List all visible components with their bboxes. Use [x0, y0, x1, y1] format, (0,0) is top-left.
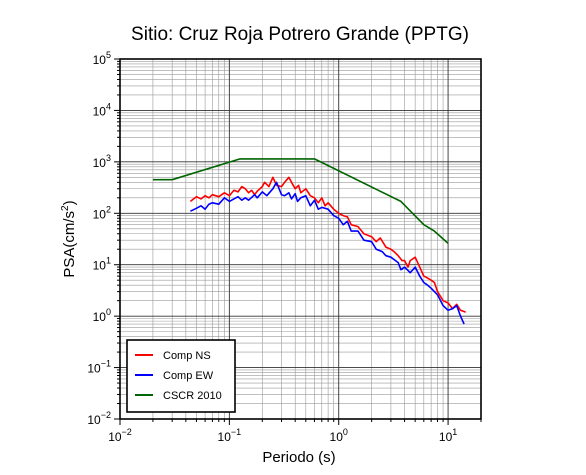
y-axis-label: PSA(cm/s2) [60, 200, 78, 277]
x-tick-label: 10−2 [108, 427, 132, 444]
y-axis-label-base: PSA(cm/s [61, 211, 78, 278]
x-tick-label-base: 10 [330, 430, 344, 444]
legend-label: Comp EW [163, 370, 214, 382]
series-layer [152, 158, 466, 325]
x-tick-label-exponent: −1 [231, 427, 241, 437]
axis-frame [114, 58, 482, 425]
y-tick-label: 104 [93, 101, 111, 118]
x-tick-label-base: 10 [108, 430, 122, 444]
y-tick-label-base: 10 [93, 207, 107, 221]
y-tick-label-exponent: 0 [106, 307, 111, 317]
x-tick-label-exponent: 1 [452, 427, 457, 437]
y-tick-label-base: 10 [93, 104, 107, 118]
legend-label: CSCR 2010 [163, 390, 222, 402]
legend: Comp NS Comp EW CSCR 2010 [126, 339, 236, 413]
x-axis-label: Periodo (s) [262, 449, 335, 466]
y-tick-label: 105 [93, 50, 111, 67]
x-tick-label-exponent: 0 [343, 427, 348, 437]
y-tick-label: 100 [93, 307, 111, 324]
x-tick-labels: 10−2 10−1 100 101 [108, 427, 457, 444]
grid-minor [120, 59, 482, 419]
x-tick-label-exponent: −2 [122, 427, 132, 437]
y-tick-label-exponent: 3 [106, 153, 111, 163]
x-tick-label: 101 [439, 427, 457, 444]
x-tick-label-base: 10 [218, 430, 232, 444]
y-axis-label-superscript: 2 [60, 205, 71, 211]
y-tick-label-exponent: 4 [106, 101, 111, 111]
y-tick-label-base: 10 [93, 156, 107, 170]
x-tick-label: 10−1 [218, 427, 242, 444]
chart-title: Sitio: Cruz Roja Potrero Grande (PPTG) [131, 24, 469, 45]
series-line-comp-ns [189, 176, 466, 313]
y-tick-label-exponent: −1 [101, 359, 111, 369]
y-tick-label-base: 10 [93, 310, 107, 324]
y-tick-label: 101 [93, 256, 111, 273]
series-line-comp-ew [190, 181, 465, 325]
x-tick-label: 100 [330, 427, 348, 444]
plot-frame [119, 58, 482, 420]
y-axis-label-end: ) [61, 200, 78, 205]
y-tick-label-base: 10 [93, 53, 107, 67]
y-tick-label: 103 [93, 153, 111, 170]
series-line-cscr-2010 [152, 158, 449, 244]
y-tick-label-base: 10 [87, 413, 101, 427]
y-tick-label-exponent: 5 [106, 50, 111, 60]
y-tick-label: 10−2 [87, 410, 111, 427]
y-tick-label-base: 10 [93, 259, 107, 273]
x-tick-label-base: 10 [439, 430, 453, 444]
y-tick-label: 10−1 [87, 359, 111, 376]
y-tick-label-exponent: 1 [106, 256, 111, 266]
legend-label: Comp NS [163, 350, 211, 362]
y-tick-label-exponent: −2 [101, 410, 111, 420]
y-tick-label-exponent: 2 [106, 204, 111, 214]
y-tick-label: 102 [93, 204, 111, 221]
y-tick-label-base: 10 [87, 362, 101, 376]
